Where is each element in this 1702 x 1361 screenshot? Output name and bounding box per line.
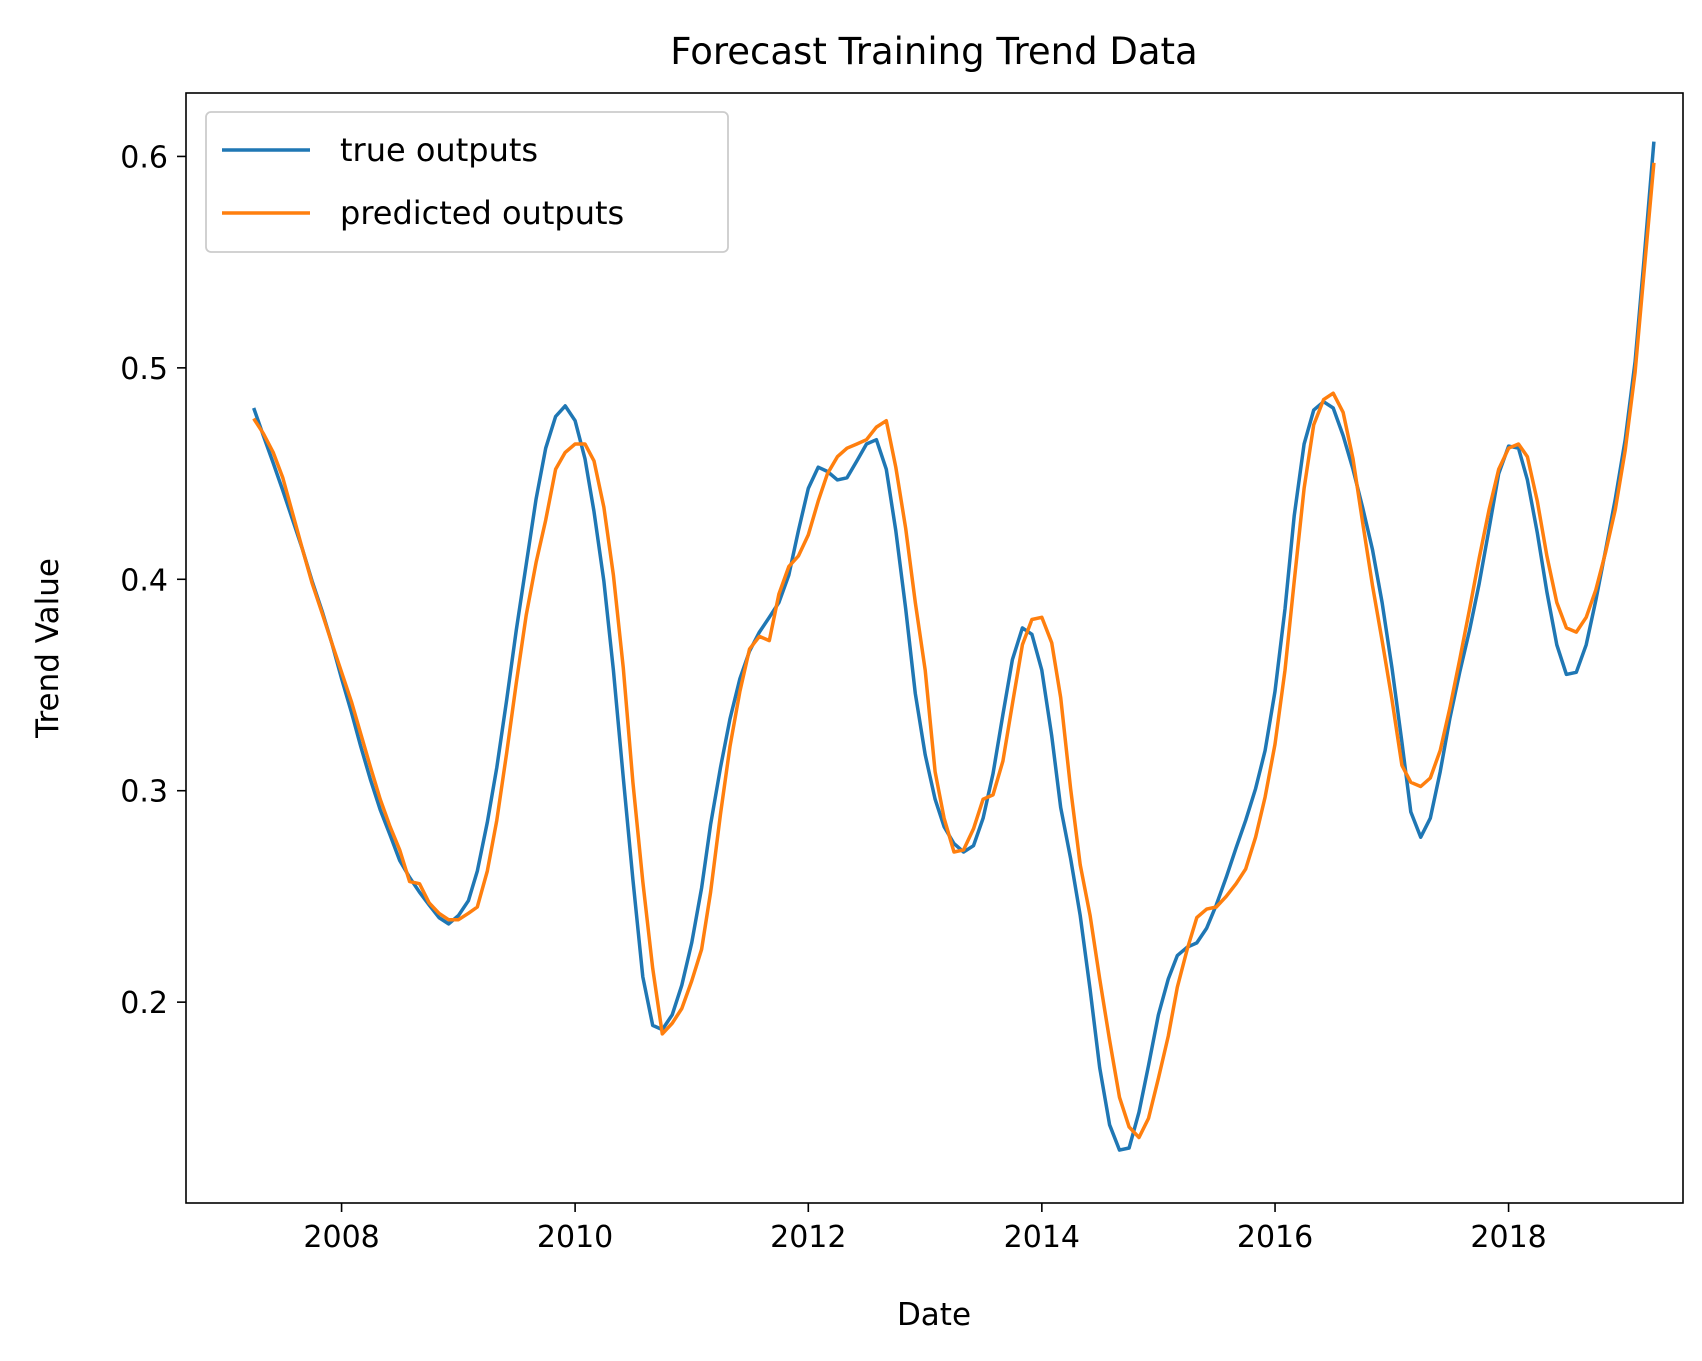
- plot-frame: [185, 92, 1684, 1204]
- x-axis-ticks: 2008 2010 2012 2014 2016 2018: [303, 1203, 1547, 1255]
- chart-title: Forecast Training Trend Data: [670, 30, 1197, 73]
- legend-label-predicted-outputs: predicted outputs: [340, 194, 624, 232]
- y-tick-label: 0.5: [120, 352, 168, 387]
- series-line-predicted-outputs: [252, 162, 1656, 1140]
- x-tick-label: 2018: [1470, 1220, 1546, 1255]
- y-axis-label: Trend Value: [30, 558, 66, 739]
- x-tick-label: 2008: [303, 1220, 379, 1255]
- y-tick-label: 0.3: [120, 775, 168, 810]
- series-line-true-outputs: [252, 141, 1656, 1152]
- x-tick-label: 2014: [1004, 1220, 1080, 1255]
- plot-lines: [252, 141, 1656, 1152]
- legend: true outputs predicted outputs: [205, 111, 729, 253]
- y-tick-label: 0.4: [120, 563, 168, 598]
- y-tick-label: 0.6: [120, 140, 168, 175]
- x-tick-label: 2010: [537, 1220, 613, 1255]
- y-tick-label: 0.2: [120, 986, 168, 1021]
- x-tick-label: 2012: [770, 1220, 846, 1255]
- legend-label-true-outputs: true outputs: [340, 131, 538, 169]
- x-axis-label: Date: [897, 1297, 971, 1333]
- x-tick-label: 2016: [1237, 1220, 1313, 1255]
- y-axis-ticks: 0.2 0.3 0.4 0.5 0.6: [120, 140, 186, 1021]
- legend-box: [205, 111, 729, 253]
